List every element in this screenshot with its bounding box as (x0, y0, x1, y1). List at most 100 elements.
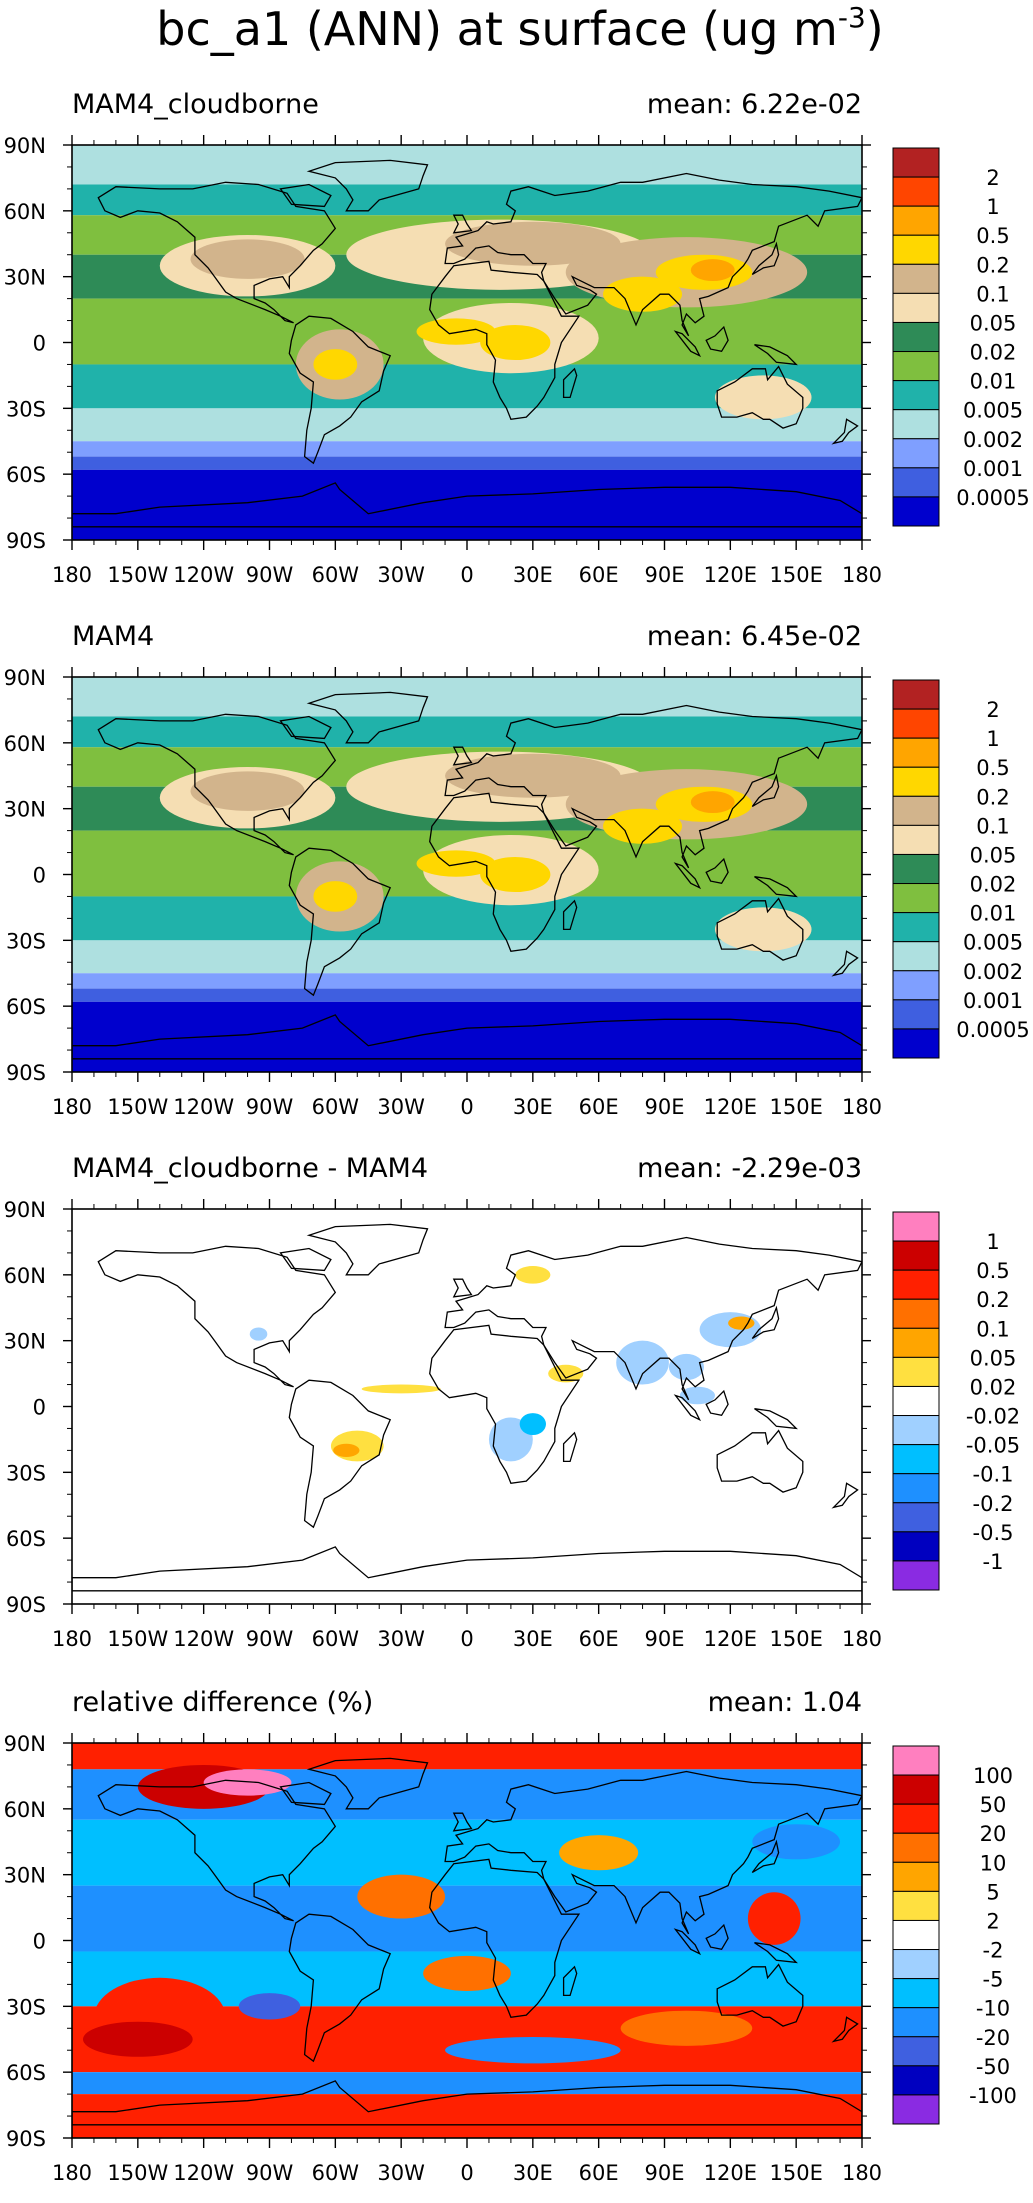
coastline-north-america (97, 181, 337, 324)
panel-mam4: MAM4 mean: 6.45e-02 90N 60N 30N 0 30S 60S 90S 180… (0, 602, 1033, 1137)
colorbar-label: 0.02 (970, 873, 1017, 897)
lon-label: 60W (312, 1627, 360, 1651)
colorbar-swatch (892, 1832, 940, 1863)
lon-label: 60E (579, 563, 619, 587)
field-blob (603, 276, 683, 312)
lat-label: 60S (6, 995, 46, 1019)
lat-label: 30N (4, 1330, 46, 1354)
coastline-baffin-island (279, 183, 332, 208)
lon-label: 120W (173, 563, 234, 587)
figure-title-exponent: -3 (838, 1, 866, 34)
lon-label: 30E (513, 563, 553, 587)
figure-title-close: ) (866, 2, 884, 56)
field-band (72, 2094, 862, 2138)
colorbar-swatch (892, 1211, 940, 1242)
colorbar-swatch (892, 1949, 940, 1980)
coastline-eurasia (444, 172, 862, 337)
field-blob (190, 771, 305, 811)
coastline-africa (429, 1324, 581, 1485)
panel-mean: mean: -2.29e-03 (637, 1153, 862, 1184)
field-band (72, 1209, 862, 1604)
coastline-madagascar (562, 1431, 578, 1463)
coastline-australia (716, 897, 804, 961)
lat-label: 30N (4, 266, 46, 290)
lon-label: 120W (173, 2161, 234, 2185)
lon-label: 90E (645, 563, 685, 587)
colorbar-swatch (892, 1774, 940, 1805)
field-blob (714, 907, 812, 952)
field-blob (714, 375, 812, 420)
colorbar-swatch (892, 2007, 940, 2038)
colorbar-label: -0.1 (973, 1463, 1014, 1487)
field-blob (445, 753, 621, 798)
colorbar-swatch (892, 176, 940, 207)
field-blob (416, 318, 496, 345)
coastline-japan (751, 241, 780, 276)
coastline-new-zealand (831, 1482, 859, 1509)
field-band (72, 408, 862, 442)
coastline-uk (452, 214, 473, 234)
lon-label: 90W (246, 1095, 294, 1119)
field-band (72, 456, 862, 470)
panel-name: MAM4_cloudborne (72, 89, 319, 120)
coastline-antarctica (72, 1014, 862, 1060)
colorbar-swatch (892, 1028, 940, 1059)
panel-mean: mean: 1.04 (708, 1687, 862, 1718)
coastline-borneo (705, 325, 729, 353)
coastline-sumatra (673, 862, 702, 890)
lon-label: 150W (107, 2161, 168, 2185)
coastline-australia (716, 365, 804, 429)
field-band (72, 1819, 862, 1886)
field-layer (72, 677, 862, 1072)
lon-label: 90W (246, 2161, 294, 2185)
colorbar-swatch (892, 1890, 940, 1921)
colorbar-label: 0.001 (963, 457, 1023, 481)
coastline-new-zealand (831, 418, 859, 445)
lat-label: 30N (4, 798, 46, 822)
colorbar-label: 2 (986, 166, 999, 190)
coastline-south-america (288, 1913, 392, 2063)
coastline-japan (751, 1305, 780, 1340)
colorbar-swatch (892, 2036, 940, 2067)
field-blob (690, 259, 735, 282)
colorbar-label: -0.2 (973, 1492, 1014, 1516)
colorbar-swatch (892, 263, 940, 294)
lon-label: 0 (460, 1627, 473, 1651)
lat-label: 90S (6, 2127, 46, 2151)
lon-label: 0 (460, 2161, 473, 2185)
lon-label: 150W (107, 1095, 168, 1119)
field-band (72, 184, 862, 216)
coastline-africa (429, 792, 581, 953)
coastline-japan (751, 773, 780, 808)
colorbar-label: 0.01 (970, 902, 1017, 926)
lon-label: 180 (52, 1095, 92, 1119)
coastline-baffin-island (279, 1781, 332, 1806)
lon-label: 60W (312, 563, 360, 587)
lat-label: 30S (6, 1461, 46, 1485)
colorbar-label: 0.2 (976, 253, 1009, 277)
lat-label: 60N (4, 732, 46, 756)
field-band (72, 1885, 862, 1952)
lat-label: 30S (6, 1995, 46, 2019)
colorbar-swatch (892, 321, 940, 353)
lon-label: 180 (842, 563, 882, 587)
lat-label: 90N (4, 1198, 46, 1222)
lat-label: 90N (4, 134, 46, 158)
panel-name: MAM4 (72, 621, 154, 652)
colorbar-swatch (892, 853, 940, 885)
field-blob (728, 1316, 755, 1330)
coastline-madagascar (562, 367, 578, 399)
lon-label: 120E (704, 1095, 757, 1119)
coastline-baffin-island (279, 715, 332, 740)
colorbar-swatch (892, 467, 940, 498)
lat-label: 90N (4, 1732, 46, 1756)
coastline-new-guinea (754, 1408, 798, 1430)
coastline-greenland (306, 1223, 429, 1276)
colorbar-label: -100 (969, 2084, 1017, 2108)
colorbar-label: 0.5 (976, 1259, 1009, 1283)
lon-label: 30W (377, 1627, 425, 1651)
coastline-new-guinea (754, 344, 798, 366)
colorbar-label: 0.05 (970, 311, 1017, 335)
coastline-north-america (97, 1779, 337, 1922)
colorbar-swatch (892, 1327, 940, 1358)
